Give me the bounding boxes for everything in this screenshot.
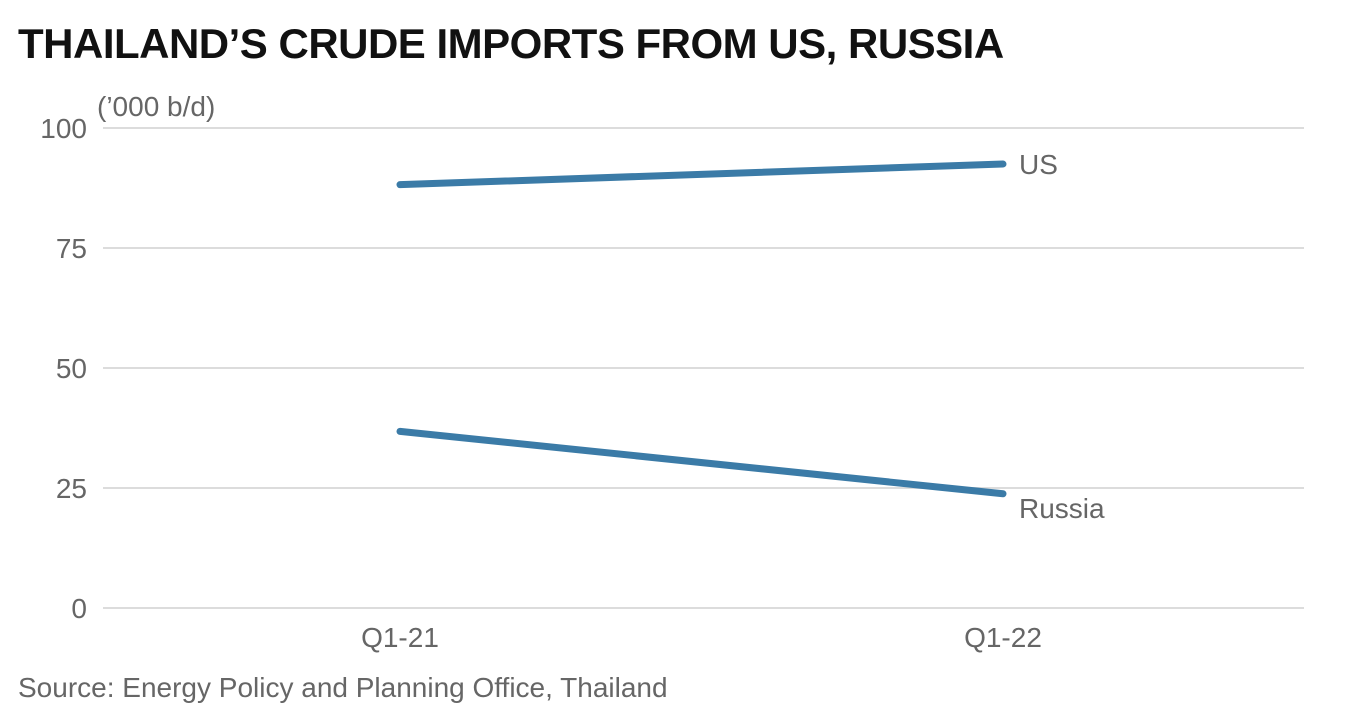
gridlines [103,127,1304,609]
series-line-russia [396,427,1007,498]
series-labels: US Russia [1019,149,1105,524]
y-tick-label: 0 [71,593,87,624]
x-axis-ticks: Q1-21 Q1-22 [361,622,1042,653]
y-tick-label: 100 [40,113,87,144]
series-lines [396,160,1007,498]
series-label-russia: Russia [1019,493,1105,524]
series-line-us [396,160,1007,189]
x-tick-label: Q1-21 [361,622,439,653]
y-unit-label: (’000 b/d) [97,91,215,122]
y-tick-label: 50 [56,353,87,384]
source-note: Source: Energy Policy and Planning Offic… [18,672,668,703]
x-tick-label: Q1-22 [964,622,1042,653]
y-tick-label: 75 [56,233,87,264]
y-axis-ticks: 0 25 50 75 100 [40,113,87,624]
y-tick-label: 25 [56,473,87,504]
series-label-us: US [1019,149,1058,180]
chart-title: THAILAND’S CRUDE IMPORTS FROM US, RUSSIA [18,20,1004,67]
